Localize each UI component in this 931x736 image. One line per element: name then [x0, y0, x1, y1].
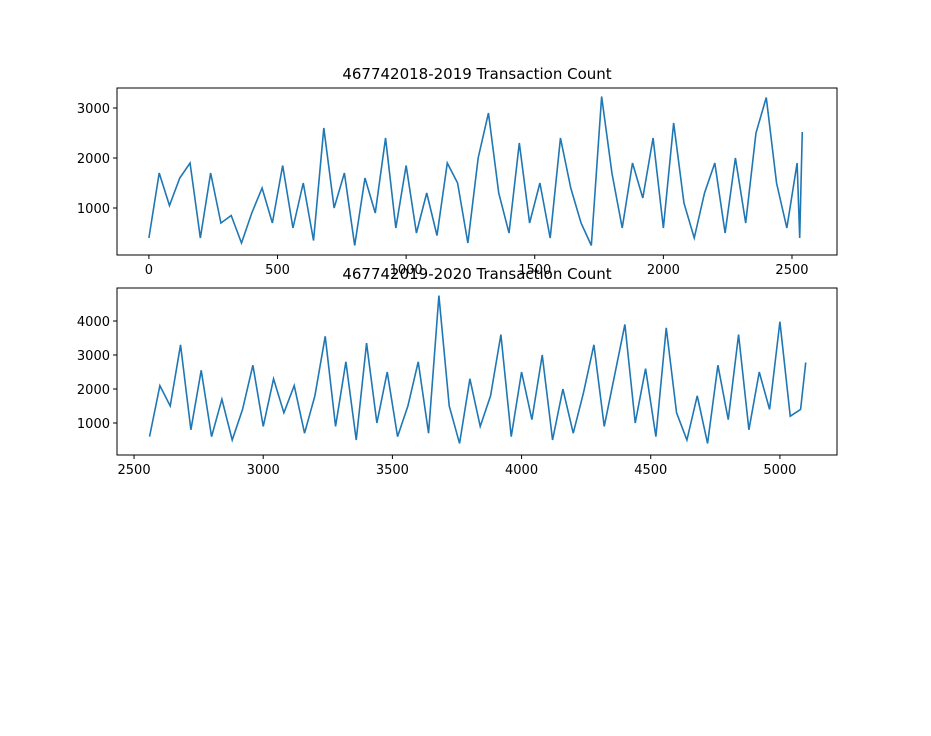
y-tick-label: 3000	[77, 349, 110, 364]
y-tick-label: 2000	[77, 152, 110, 167]
data-line	[148, 295, 807, 444]
x-tick-label: 5000	[763, 463, 796, 478]
axes-frame	[116, 287, 838, 456]
chart-title: 467742018-2019 Transaction Count	[342, 65, 611, 83]
x-tick-label: 500	[265, 263, 290, 278]
y-tick-label: 1000	[77, 417, 110, 432]
y-tick-label: 2000	[77, 383, 110, 398]
x-tick-label: 4000	[505, 463, 538, 478]
y-tick-label: 4000	[77, 315, 110, 330]
x-tick-label: 1500	[518, 263, 551, 278]
y-tick-label: 1000	[77, 202, 110, 217]
x-tick-label: 2500	[775, 263, 808, 278]
x-tick-label: 2000	[647, 263, 680, 278]
x-tick-label: 0	[145, 263, 153, 278]
chart-title: 467742019-2020 Transaction Count	[342, 265, 611, 283]
y-tick-label: 3000	[77, 102, 110, 117]
x-tick-label: 3500	[376, 463, 409, 478]
x-tick-label: 4500	[634, 463, 667, 478]
data-line	[148, 96, 804, 246]
x-tick-label: 2500	[118, 463, 151, 478]
x-tick-label: 1000	[390, 263, 423, 278]
x-tick-label: 3000	[247, 463, 280, 478]
axes-frame	[116, 87, 838, 256]
